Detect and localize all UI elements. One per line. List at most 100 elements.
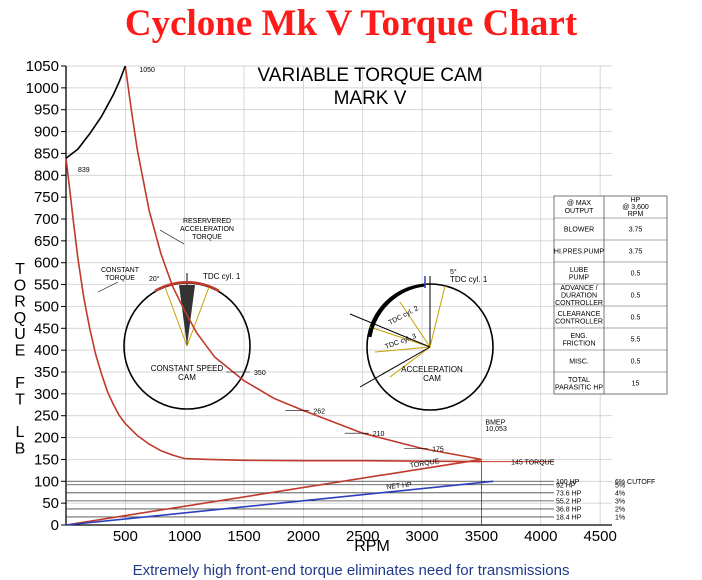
torque-chart: 0 50 100 150 200 250 300 350 400 450 500 550 600 650 7… (14, 58, 668, 555)
y-axis-label-letter: F (15, 375, 25, 392)
series-line-4 (65, 480, 494, 526)
acceleration-cam-label: ACCELERATION (401, 365, 463, 374)
y-tick-label: 1000 (26, 80, 59, 97)
y-tick-label: 100 (34, 473, 59, 490)
y-axis-label-letter: E (15, 343, 26, 360)
hp-reference-label: 73.6 HP (556, 490, 582, 497)
x-tick-label: 2500 (346, 528, 379, 545)
y-tick-label: 750 (34, 189, 59, 206)
table-row-label: PARASITIC HP (555, 384, 603, 391)
y-axis-label-letter: U (14, 326, 26, 343)
y-axis-label-letter: T (15, 391, 25, 408)
y-tick-label: 1050 (26, 58, 59, 75)
table-row-label: CONTROLLER (555, 300, 603, 307)
y-axis-label-letter: T (15, 261, 25, 278)
chart-heading-line2: MARK V (334, 88, 407, 109)
table-row-label: PUMP (569, 274, 590, 281)
y-tick-label: 400 (34, 342, 59, 359)
deg5-label: 5° (450, 268, 457, 276)
series-label-torque: TORQUE (409, 458, 440, 470)
table-row-value: 15 (632, 381, 640, 388)
cam-arc (154, 281, 220, 293)
table-header: @ 3,600 (622, 204, 649, 211)
series-label-nethp: NET HP (386, 481, 412, 491)
acceleration-cam-label: CAM (423, 374, 441, 383)
x-tick-label: 500 (113, 528, 138, 545)
y-axis-label-letter: B (15, 440, 26, 457)
table-header: OUTPUT (565, 208, 595, 215)
leader-line (97, 281, 119, 293)
chart-heading-line1: VARIABLE TORQUE CAM (258, 65, 483, 86)
cam-duration-line (369, 326, 431, 348)
point-label: 262 (313, 408, 325, 415)
hp-reference-label: 100 HP (556, 479, 580, 486)
series-label-acceleration: ACCELERATION (180, 226, 234, 233)
cutoff-label: 3% (615, 498, 625, 505)
table-row-label: CLEARANCE (558, 311, 601, 318)
table-row-label: TOTAL (568, 377, 590, 384)
deg20-label: 20° (149, 275, 160, 283)
y-tick-label: 950 (34, 102, 59, 119)
table-row-value: 5.5 (631, 337, 641, 344)
cam-ray (349, 313, 431, 348)
table-row-label: DURATION (561, 293, 597, 300)
cam-duration-line (164, 286, 188, 347)
y-axis-label-letter: R (14, 294, 26, 311)
series-line-0 (65, 158, 482, 463)
table-row-value: 0.5 (631, 315, 641, 322)
cam-duration-line (186, 286, 210, 347)
y-tick-label: 600 (34, 255, 59, 272)
x-tick-label: 4500 (583, 528, 616, 545)
table-row-label: FRICTION (562, 340, 595, 347)
cutoff-label: 6% CUTOFF (615, 479, 655, 486)
point-label: 350 (254, 370, 266, 377)
point-label: BMEP (485, 419, 505, 426)
point-label: 1050 (139, 67, 155, 74)
x-tick-label: 1000 (168, 528, 201, 545)
x-tick-label: 1500 (227, 528, 260, 545)
cutoff-label: 5% (615, 482, 625, 489)
y-tick-label: 200 (34, 430, 59, 447)
axes (65, 66, 612, 526)
y-tick-label: 250 (34, 408, 59, 425)
tdc-cyl1-label: TDC cyl. 1 (203, 272, 241, 281)
x-tick-label: 2000 (287, 528, 320, 545)
grid (66, 65, 612, 526)
point-label: 10,053 (485, 426, 507, 433)
y-tick-label: 800 (34, 167, 59, 184)
y-axis-label-letter: L (16, 424, 25, 441)
table-header: @ MAX (567, 200, 592, 207)
table-row-value: 0.5 (631, 293, 641, 300)
series-label-constant: CONSTANT (101, 267, 140, 274)
hp-reference-label: 92 HP (556, 482, 576, 489)
y-tick-label: 450 (34, 320, 59, 337)
table-header: RPM (628, 211, 644, 218)
y-tick-label: 300 (34, 386, 59, 403)
table-row-value: 3.75 (629, 227, 643, 234)
table-row-value: 0.5 (631, 359, 641, 366)
constant-cam-label: CAM (178, 373, 196, 382)
table-row-value: 3.75 (629, 249, 643, 256)
table-row-label: BLOWER (564, 227, 594, 234)
chart-title: Cyclone Mk V Torque Chart (124, 3, 578, 44)
y-tick-label: 550 (34, 277, 59, 294)
point-label: 839 (78, 167, 90, 174)
table-row-value: 0.5 (631, 271, 641, 278)
cam-duration-line (389, 346, 431, 378)
table-header: HP (631, 197, 641, 204)
hp-reference-label: 55.2 HP (556, 498, 582, 505)
table-row-label: LUBE (570, 267, 589, 274)
table-row-label: ADVANCE / (560, 285, 597, 292)
cam-duration-line (374, 346, 431, 353)
tdc-cyl1-label: TDC cyl. 1 (450, 275, 488, 284)
table-border (553, 195, 668, 395)
x-tick-label: 4000 (524, 528, 557, 545)
table-row-label: ENG. (570, 333, 587, 340)
series-label-acceleration: TORQUE (192, 234, 222, 241)
y-tick-label: 650 (34, 233, 59, 250)
leader-line (159, 229, 185, 245)
